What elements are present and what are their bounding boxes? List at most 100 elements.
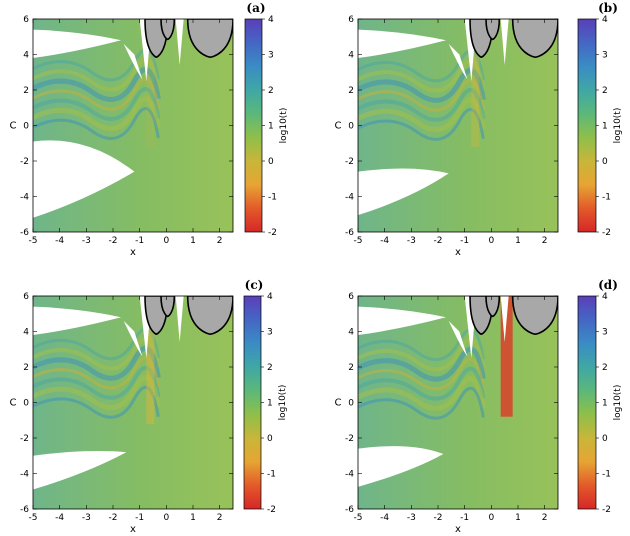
colorbar: -2 -1 0 1 2 3 4 log10(t): [577, 292, 623, 515]
panel-d: -5 -4 -3 -2 -1 0 1 2 -6 -4 -2 0 2 4 6 x C -2 -1 0 1 2 3 4 log10(…: [335, 278, 623, 535]
colorbar-label: log10(t): [613, 385, 623, 421]
panel-label: (b): [598, 1, 618, 15]
heatmap-field: [33, 19, 233, 232]
colorbar-tick-label: -1: [267, 470, 276, 480]
colorbar-tick-label: 4: [268, 15, 274, 25]
panel-b: -5 -4 -3 -2 -1 0 1 2 -6 -4 -2 0 2 4 6 x C -2 -1 0 1 2 3 4 log10(…: [335, 1, 623, 258]
x-tick-label: -3: [407, 236, 416, 246]
x-tick-label: 1: [515, 236, 521, 246]
y-axis-label: C: [10, 121, 17, 132]
colorbar: -2 -1 0 1 2 3 4 log10(t): [577, 15, 623, 238]
y-tick-label: 6: [348, 15, 354, 25]
x-tick-label: -5: [354, 513, 363, 523]
y-axis-label: C: [10, 398, 17, 409]
x-tick-label: 0: [163, 513, 169, 523]
heatmap-field: [358, 296, 558, 509]
y-tick-label: 2: [23, 86, 29, 96]
x-tick-label: 2: [542, 513, 548, 523]
x-tick-label: -4: [380, 236, 389, 246]
x-tick-label: -1: [460, 513, 469, 523]
y-tick-label: 0: [348, 399, 354, 409]
colorbar-tick-label: 3: [267, 328, 273, 338]
x-tick-label: 1: [190, 513, 196, 523]
colorbar-tick-label: 2: [602, 363, 608, 373]
x-tick-label: -3: [82, 513, 91, 523]
panel-c: -5 -4 -3 -2 -1 0 1 2 -6 -4 -2 0 2 4 6 x C -2 -1 0 1 2 3 4 log10(…: [10, 278, 288, 535]
y-tick-label: 0: [348, 122, 354, 132]
y-tick-label: 6: [348, 292, 354, 302]
colorbar-gradient: [577, 18, 597, 233]
x-tick-label: -5: [354, 236, 363, 246]
colorbar-tick-label: -2: [602, 505, 611, 515]
colorbar-tick-label: 4: [602, 292, 608, 302]
y-axis-label: C: [335, 121, 342, 132]
x-tick-label: -3: [82, 236, 91, 246]
x-tick-label: -2: [434, 236, 443, 246]
x-axis-label: x: [455, 524, 461, 532]
x-tick-label: -1: [460, 236, 469, 246]
colorbar-tick-label: -1: [602, 470, 611, 480]
y-tick-label: -4: [20, 193, 29, 203]
colorbar: -2 -1 0 1 2 3 4 log10(t): [243, 292, 288, 515]
colorbar-gradient: [577, 295, 597, 510]
x-tick-label: 0: [163, 236, 169, 246]
heatmap-field: [33, 296, 233, 509]
x-tick-label: 1: [515, 513, 521, 523]
colorbar-tick-label: 0: [602, 434, 608, 444]
colorbar-tick-label: 3: [602, 51, 608, 61]
colorbar-label: log10(t): [613, 108, 623, 144]
y-tick-label: -6: [345, 505, 354, 515]
colorbar-tick-label: 2: [602, 86, 608, 96]
y-tick-label: -6: [20, 505, 29, 515]
x-tick-label: 2: [542, 236, 548, 246]
y-tick-label: -4: [345, 470, 354, 480]
y-tick-label: 0: [23, 122, 29, 132]
colorbar-tick-label: 1: [602, 122, 608, 132]
x-tick-label: -3: [407, 513, 416, 523]
panel-label: (d): [598, 278, 618, 292]
colorbar-tick-label: 0: [268, 157, 274, 167]
colorbar-tick-label: -2: [602, 228, 611, 238]
y-tick-label: 0: [23, 399, 29, 409]
colorbar-gradient: [244, 18, 263, 233]
x-tick-label: -4: [55, 513, 64, 523]
y-tick-label: -4: [345, 193, 354, 203]
y-tick-label: 4: [348, 328, 354, 338]
x-axis-label: x: [130, 247, 136, 258]
colorbar-label: log10(t): [278, 385, 288, 421]
y-tick-label: -2: [345, 434, 354, 444]
y-tick-label: 4: [348, 51, 354, 61]
y-tick-label: 4: [23, 51, 29, 61]
y-tick-label: -6: [20, 228, 29, 238]
colorbar-tick-label: 3: [602, 328, 608, 338]
x-tick-label: 0: [488, 513, 494, 523]
colorbar-label: log10(t): [279, 108, 289, 144]
y-tick-label: 2: [23, 363, 29, 373]
colorbar-tick-label: -1: [602, 193, 611, 203]
colorbar-tick-label: 1: [602, 399, 608, 409]
colorbar-tick-label: 1: [267, 399, 273, 409]
x-tick-label: -2: [109, 236, 118, 246]
colorbar-tick-label: 0: [267, 434, 273, 444]
x-tick-label: 2: [217, 513, 223, 523]
x-axis-label: x: [455, 247, 461, 258]
y-tick-label: 6: [23, 292, 29, 302]
colorbar: -2 -1 0 1 2 3 4 log10(t): [244, 15, 289, 238]
colorbar-tick-label: 0: [602, 157, 608, 167]
y-tick-label: 2: [348, 363, 354, 373]
colorbar-tick-label: 2: [268, 86, 274, 96]
x-tick-label: -4: [380, 513, 389, 523]
x-tick-label: 2: [217, 236, 223, 246]
y-tick-label: -6: [345, 228, 354, 238]
colorbar-tick-label: -2: [267, 505, 276, 515]
x-tick-label: -5: [29, 513, 38, 523]
heatmap-field: [358, 19, 558, 232]
colorbar-tick-label: 4: [267, 292, 273, 302]
colorbar-tick-label: 4: [602, 15, 608, 25]
x-tick-label: -2: [434, 513, 443, 523]
panel-a: -5 -4 -3 -2 -1 0 1 2 -6 -4 -2 0 2 4 6 x C -2 -1 0 1 2 3 4 log10(…: [10, 1, 289, 258]
colorbar-tick-label: -2: [268, 228, 277, 238]
colorbar-tick-label: 1: [268, 122, 274, 132]
colorbar-tick-label: 2: [267, 363, 273, 373]
